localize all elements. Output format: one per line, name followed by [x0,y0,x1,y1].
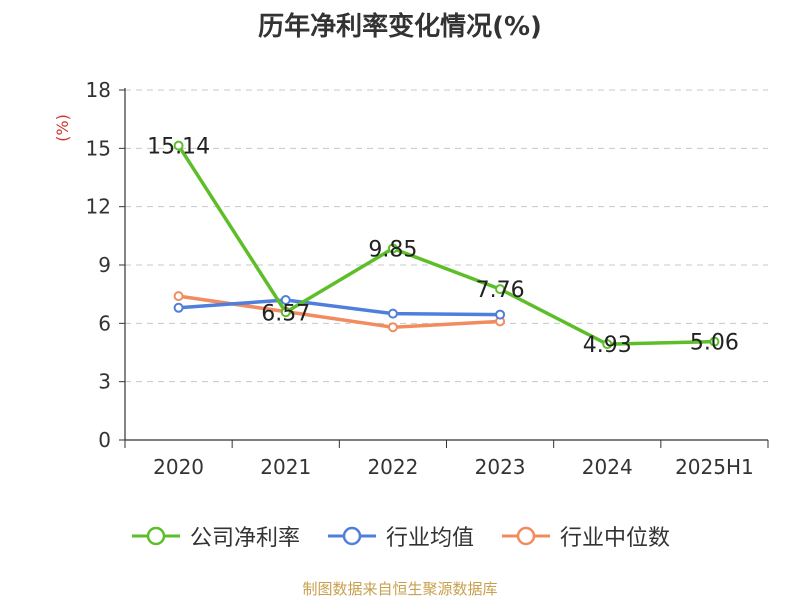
legend-line-icon [502,526,550,546]
data-point [602,339,613,350]
data-point [387,243,398,254]
chart-title: 历年净利率变化情况(%) [258,12,542,42]
data-point [709,336,720,347]
data-label: 7.76 [476,278,525,303]
y-tick-label: 15 [86,136,111,160]
legend-item-industry-median[interactable]: 行业中位数 [500,520,670,552]
x-tick-label: 2022 [367,455,418,479]
legend-item-industry-mean[interactable]: 行业均值 [326,520,474,552]
legend-line-icon [131,526,180,546]
x-tick-label: 2020 [153,455,204,479]
data-point [495,284,506,295]
legend: 公司净利率 行业均值 行业中位数 [0,520,800,552]
x-tick-label: 2024 [582,455,633,479]
series-line [178,294,501,329]
y-axis-label: (%) [53,114,72,142]
y-tick-label: 9 [98,253,111,277]
y-tick-label: 12 [86,195,111,219]
data-label: 4.93 [583,333,632,358]
data-label: 15.14 [147,135,210,160]
data-point [280,295,291,305]
legend-label: 行业均值 [385,526,474,551]
x-tick-label: 2025H1 [675,455,754,479]
source-note: 制图数据来自恒生聚源数据库 [302,580,498,598]
data-point [280,307,291,318]
y-tick-label: 0 [98,428,111,452]
data-point [387,308,398,319]
y-tick-label: 18 [86,78,111,102]
x-tick-label: 2021 [260,455,311,479]
data-point [495,309,506,320]
data-point [173,302,184,313]
x-tick-label: 2023 [475,455,526,479]
series-line [177,144,715,346]
y-tick-label: 3 [98,370,111,394]
data-label: 5.06 [690,331,739,356]
legend-line-icon [327,526,376,546]
data-point [173,140,184,151]
data-point [387,322,398,333]
series-line [178,298,501,317]
data-point [173,291,184,302]
data-label: 9.85 [368,237,417,262]
y-tick-label: 6 [98,311,111,335]
data-label: 6.57 [261,301,310,326]
legend-label: 行业中位数 [560,526,671,551]
legend-item-company[interactable]: 公司净利率 [130,520,300,552]
legend-label: 公司净利率 [189,526,300,551]
